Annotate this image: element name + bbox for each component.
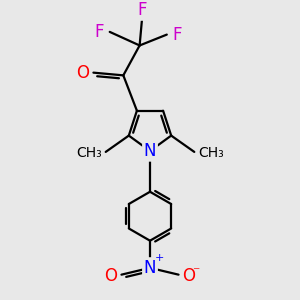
Text: F: F (172, 26, 182, 44)
Text: N: N (144, 142, 156, 160)
Text: O: O (76, 64, 89, 82)
Text: N: N (144, 259, 156, 277)
Text: +: + (155, 254, 164, 263)
Text: O: O (104, 267, 117, 285)
Text: F: F (138, 1, 147, 19)
Text: F: F (95, 23, 104, 41)
Text: CH₃: CH₃ (76, 146, 102, 160)
Text: CH₃: CH₃ (198, 146, 224, 160)
Text: O: O (183, 267, 196, 285)
Text: ⁻: ⁻ (193, 265, 200, 279)
